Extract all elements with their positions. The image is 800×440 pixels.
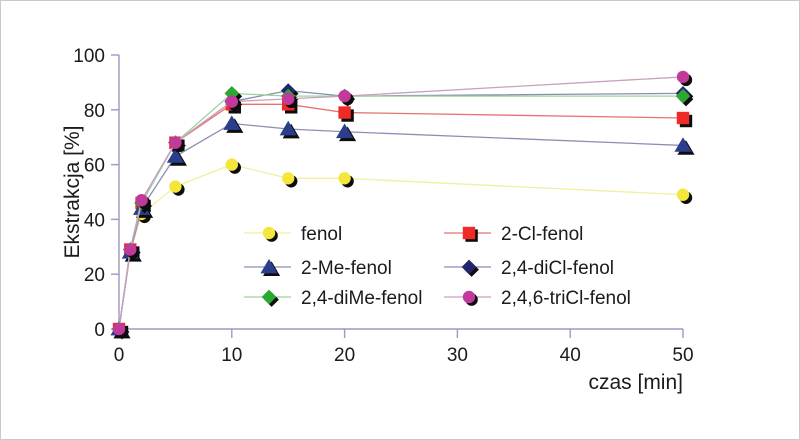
data-point-marker[interactable] [135, 194, 148, 207]
data-point-marker[interactable] [338, 172, 351, 185]
data-point-marker[interactable] [336, 123, 354, 139]
data-point-marker[interactable] [169, 180, 182, 193]
x-tick-label: 10 [221, 345, 242, 366]
legend-item-label: 2-Cl-fenol [501, 224, 583, 245]
legend-item-2-4-dime-fenol[interactable]: 2,4-diMe-fenol [244, 288, 422, 309]
legend-item-label: 2,4-diCl-fenol [501, 258, 614, 279]
legend-marker [462, 290, 476, 304]
legend-item-fenol[interactable]: fenol [244, 224, 342, 245]
legend-item-2-cl-fenol[interactable]: 2-Cl-fenol [444, 224, 583, 245]
data-point-marker[interactable] [676, 188, 690, 201]
data-point-marker[interactable] [282, 172, 295, 185]
data-point-marker[interactable] [282, 92, 295, 106]
x-tick-label: 0 [114, 345, 125, 366]
data-point-marker[interactable] [124, 243, 137, 256]
x-tick-label: 30 [447, 345, 468, 366]
x-tick-label: 40 [560, 345, 581, 366]
legend-item-label: 2,4,6-triCl-fenol [501, 288, 631, 309]
x-axis-title: czas [min] [588, 371, 683, 394]
data-point-marker[interactable] [223, 115, 241, 130]
data-point-marker[interactable] [338, 89, 351, 103]
data-point-marker[interactable] [676, 111, 690, 125]
y-tick-label: 20 [84, 265, 105, 286]
data-point-marker[interactable] [166, 148, 184, 163]
data-series-layer [110, 70, 695, 340]
legend-marker [462, 226, 476, 240]
legend-marker [261, 289, 277, 305]
data-point-marker[interactable] [338, 106, 351, 119]
y-tick-label: 60 [84, 156, 105, 177]
series-line [118, 76, 684, 330]
data-point-marker[interactable] [674, 137, 692, 152]
legend-item-2-me-fenol[interactable]: 2-Me-fenol [244, 258, 392, 279]
data-point-marker[interactable] [675, 88, 691, 104]
data-point-marker[interactable] [676, 70, 690, 84]
data-point-marker[interactable] [112, 322, 126, 336]
y-tick-label: 40 [84, 210, 105, 231]
y-axis-title: Ekstrakcja [%] [61, 125, 84, 258]
legend-marker [461, 259, 477, 275]
legend-item-label: fenol [301, 224, 342, 245]
legend-item-label: 2,4-diMe-fenol [301, 288, 422, 309]
legend-item-2-4-6-tricl-fenol[interactable]: 2,4,6-triCl-fenol [444, 288, 631, 309]
data-point-marker[interactable] [225, 95, 238, 108]
data-point-marker[interactable] [225, 158, 238, 171]
data-point-marker[interactable] [279, 120, 297, 136]
legend-marker [262, 226, 276, 240]
chart-legend: fenol 2-Cl-fenol 2-Me-fenol 2,4-diCl-fenol 2… [244, 224, 631, 309]
y-tick-label: 80 [84, 101, 105, 122]
legend-item-2-4-dicl-fenol[interactable]: 2,4-diCl-fenol [444, 258, 614, 279]
y-axis-ticks: 0 20 40 60 80 100 [73, 46, 119, 341]
legend-marker [260, 258, 278, 274]
series-2-4-6-tricl-fenol [112, 70, 693, 339]
data-point-marker[interactable] [169, 136, 182, 149]
x-axis-ticks: 0 10 20 30 40 50 [114, 329, 694, 366]
x-tick-label: 20 [334, 345, 355, 366]
y-tick-label: 100 [73, 46, 105, 67]
series-fenol [112, 158, 693, 339]
x-tick-label: 50 [672, 345, 693, 366]
legend-item-label: 2-Me-fenol [301, 258, 392, 279]
y-tick-label: 0 [94, 320, 105, 341]
